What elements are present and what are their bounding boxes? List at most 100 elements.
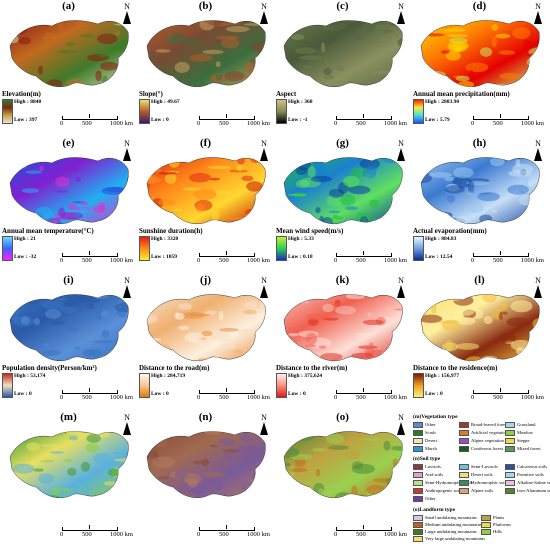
legend-low: Low : -32 <box>14 254 37 260</box>
legend-swatch <box>413 496 423 502</box>
legend-item: Meadow <box>505 430 533 436</box>
panel-label: (k) <box>335 274 350 286</box>
legend-item-label: Hills <box>493 529 502 535</box>
scale-line <box>62 251 118 257</box>
north-label: N <box>398 2 404 11</box>
map-panel-k: (k) N Distance to the river(m) High : 375,6… <box>274 274 411 411</box>
scale-tick-mid: 500 <box>493 120 503 127</box>
north-arrow-shape <box>397 285 405 298</box>
legend-item-label: Very large undulating mountains <box>425 536 486 542</box>
scale-tick-end: 1000 km <box>247 257 270 264</box>
legend-swatch <box>459 480 469 486</box>
color-ramp <box>139 99 150 124</box>
legend-high: High : 8848 <box>14 99 42 105</box>
color-ramp <box>413 99 424 124</box>
scale-bar: 0 500 1000 km <box>197 114 273 134</box>
scale-bar: 0 500 1000 km <box>334 114 410 134</box>
north-arrow-icon: N <box>258 139 270 161</box>
legend-title: Sunshine duration(h) <box>139 227 203 235</box>
north-label: N <box>124 2 130 11</box>
legend-item-label: Mixed forest <box>517 446 541 452</box>
plateau-map <box>283 157 403 224</box>
map-panel-j: (j) N Distance to the road(m) High : 284,71… <box>137 274 274 411</box>
map-panel-l: (l) N Distance to the residence(m) High : 1… <box>411 274 548 411</box>
legend-item: Platforms <box>481 522 511 528</box>
panel-label: (f) <box>200 137 211 149</box>
legend-swatch <box>505 472 515 478</box>
legend-high: High : 156,977 <box>425 373 460 379</box>
scale-tick-end: 1000 km <box>247 394 270 401</box>
legend-item-label: Scrub <box>425 430 436 436</box>
panel-label: (m) <box>60 411 77 423</box>
scale-tick-end: 1000 km <box>521 120 544 127</box>
legend-item: Scrub <box>413 430 436 436</box>
legend-item: Alpine vegetation <box>459 438 504 444</box>
legend-high: High : 884.83 <box>425 236 457 242</box>
north-label: N <box>535 139 541 148</box>
north-label: N <box>124 413 130 422</box>
legend-title: Slope(°) <box>139 90 163 98</box>
plateau-map <box>420 157 540 224</box>
legend-item-label: Small undulating mountains <box>425 515 477 521</box>
legend-item-label: Calcareous soils <box>517 464 547 470</box>
north-arrow-shape <box>534 285 542 298</box>
scale-line <box>62 114 118 120</box>
legend-item-label: Semi-Hydromorphic soils <box>425 480 473 486</box>
north-arrow-shape <box>260 422 268 435</box>
legend-item-label: Platforms <box>493 522 511 528</box>
scale-tick-mid: 500 <box>356 257 366 264</box>
north-arrow-shape <box>397 422 405 435</box>
legend-swatch <box>481 522 491 528</box>
plateau-map <box>146 157 266 224</box>
plateau-map <box>283 20 403 87</box>
scale-tick-end: 1000 km <box>110 531 133 538</box>
scale-tick-end: 1000 km <box>247 120 270 127</box>
map-panel-g: (g) N Mean wind speed(m/s) High : 5.33 Low :… <box>274 137 411 274</box>
legend-item-label: Meadow <box>517 430 534 436</box>
plateau-map <box>420 20 540 87</box>
scale-tick-zero: 0 <box>60 257 64 264</box>
north-arrow-icon: N <box>395 139 407 161</box>
categorical-legend: (m)Vegetation type Other Broad-leaved fore… <box>413 412 550 548</box>
panel-label: (g) <box>336 137 349 149</box>
legend-item-label: Alkaline-Saline soils <box>517 480 550 486</box>
legend-swatch <box>413 536 423 542</box>
map-panel-e: (e) N Annual mean temperature(°C) High : 21… <box>0 137 137 274</box>
legend-item-label: Semi-Luvisols <box>471 464 498 470</box>
scale-tick-zero: 0 <box>60 120 64 127</box>
legend-low: Low : 0 <box>425 391 443 397</box>
legend-item: Anthropogenic soils <box>413 488 462 494</box>
legend-item: Grassland <box>505 422 535 428</box>
map-panel-i: (i) N Population density(Person/km²) High :… <box>0 274 137 411</box>
legend-item: Large undulating mountains <box>413 529 477 535</box>
legend-swatch <box>505 464 515 470</box>
north-label: N <box>398 413 404 422</box>
legend-high: High : 5.33 <box>288 236 314 242</box>
legend-title: Population density(Person/km²) <box>2 364 97 372</box>
legend-item: Hydromorphic soils <box>459 480 508 486</box>
legend-item: Luvisols <box>413 464 441 470</box>
legend-title: Actual evaporation(mm) <box>413 227 487 235</box>
north-label: N <box>398 276 404 285</box>
legend-low: Low : 5.79 <box>425 117 450 123</box>
scale-tick-mid: 500 <box>82 531 92 538</box>
legend-swatch <box>413 430 423 436</box>
scale-tick-zero: 0 <box>471 120 475 127</box>
legend-high: High : 53,174 <box>14 373 46 379</box>
scale-tick-mid: 500 <box>493 257 503 264</box>
scale-bar: 0 500 1000 km <box>60 388 136 408</box>
legend-item-label: Anthropogenic soils <box>425 488 463 494</box>
scale-bar: 0 500 1000 km <box>60 114 136 134</box>
north-arrow-shape <box>123 148 131 161</box>
legend-item: Small undulating mountains <box>413 515 477 521</box>
north-arrow-shape <box>123 11 131 24</box>
panel-label: (e) <box>62 137 75 149</box>
legend-title: Aspect <box>276 90 297 98</box>
legend-section-title: (o)Landform type <box>413 507 456 513</box>
color-ramp <box>139 373 150 398</box>
legend-title: Elevation(m) <box>2 90 41 98</box>
scale-line <box>199 525 255 531</box>
panel-label: (c) <box>336 0 349 12</box>
color-ramp <box>139 236 150 261</box>
